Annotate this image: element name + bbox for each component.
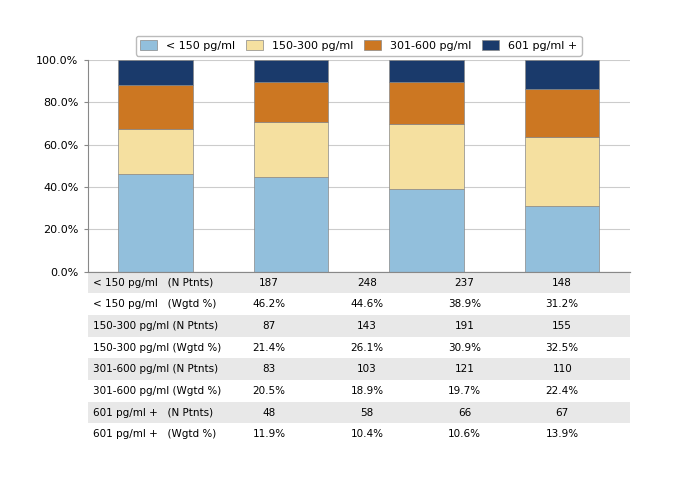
Bar [253,122,328,178]
Bar [88,272,630,293]
Bar [525,60,599,90]
Text: 248: 248 [357,278,377,287]
Bar [389,82,464,124]
Text: 44.6%: 44.6% [350,299,384,309]
Text: < 150 pg/ml   (N Ptnts): < 150 pg/ml (N Ptnts) [93,278,214,287]
Text: 20.5%: 20.5% [253,386,286,396]
Text: 10.6%: 10.6% [448,429,481,439]
Text: 601 pg/ml +   (Wgtd %): 601 pg/ml + (Wgtd %) [93,429,216,439]
Text: 58: 58 [360,408,374,418]
Text: 13.9%: 13.9% [545,429,579,439]
Text: 66: 66 [458,408,471,418]
Text: 46.2%: 46.2% [253,299,286,309]
Text: 22.4%: 22.4% [545,386,579,396]
Bar [118,85,192,128]
Bar [389,190,464,272]
Text: 103: 103 [357,364,377,374]
Bar [253,82,328,122]
Text: 237: 237 [454,278,475,287]
Bar [88,358,630,380]
Text: 187: 187 [259,278,279,287]
Bar [525,137,599,205]
Text: < 150 pg/ml   (Wgtd %): < 150 pg/ml (Wgtd %) [93,299,216,309]
Bar [88,402,630,423]
Text: 26.1%: 26.1% [350,342,384,352]
Text: 301-600 pg/ml (N Ptnts): 301-600 pg/ml (N Ptnts) [93,364,218,374]
Text: 11.9%: 11.9% [253,429,286,439]
Bar [118,174,192,272]
Bar [253,178,328,272]
Text: 48: 48 [262,408,276,418]
Text: 67: 67 [556,408,569,418]
Text: 601 pg/ml +   (N Ptnts): 601 pg/ml + (N Ptnts) [93,408,213,418]
Text: 110: 110 [552,364,572,374]
Bar [525,206,599,272]
Text: 191: 191 [454,321,475,331]
Bar [253,60,328,82]
Text: 301-600 pg/ml (Wgtd %): 301-600 pg/ml (Wgtd %) [93,386,221,396]
Text: 121: 121 [454,364,475,374]
Text: 143: 143 [357,321,377,331]
Text: 155: 155 [552,321,572,331]
Text: 19.7%: 19.7% [448,386,481,396]
Text: 83: 83 [262,364,276,374]
Text: 32.5%: 32.5% [545,342,579,352]
Text: 150-300 pg/ml (Wgtd %): 150-300 pg/ml (Wgtd %) [93,342,221,352]
Text: 30.9%: 30.9% [448,342,481,352]
Text: 150-300 pg/ml (N Ptnts): 150-300 pg/ml (N Ptnts) [93,321,218,331]
Text: 10.4%: 10.4% [351,429,384,439]
Text: 38.9%: 38.9% [448,299,481,309]
Text: 18.9%: 18.9% [350,386,384,396]
Bar [88,315,630,336]
Text: 148: 148 [552,278,572,287]
Legend: < 150 pg/ml, 150-300 pg/ml, 301-600 pg/ml, 601 pg/ml +: < 150 pg/ml, 150-300 pg/ml, 301-600 pg/m… [136,36,582,56]
Bar [389,124,464,190]
Bar [118,128,192,174]
Bar [118,60,192,85]
Text: 87: 87 [262,321,276,331]
Text: 21.4%: 21.4% [253,342,286,352]
Text: 31.2%: 31.2% [545,299,579,309]
Bar [389,60,464,82]
Bar [525,90,599,137]
